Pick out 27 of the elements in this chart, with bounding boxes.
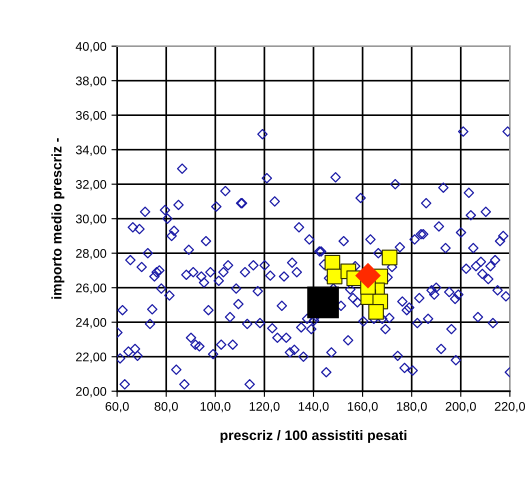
y-tick-label: 34,00: [76, 145, 106, 156]
x-tick-label: 60,0: [106, 402, 129, 412]
x-tick-label: 200,0: [446, 402, 476, 412]
y-tick-label: 30,00: [76, 214, 106, 225]
x-tick-label: 180,0: [396, 402, 427, 412]
x-tick-label: 100,0: [200, 402, 230, 412]
point: [368, 304, 384, 320]
x-tick-label: 120,0: [250, 402, 280, 412]
point: [355, 262, 381, 288]
x-tick-label: 80,0: [154, 402, 178, 412]
point: [326, 268, 342, 284]
y-tick-label: 40,00: [76, 42, 106, 52]
x-tick-label: 140,0: [298, 402, 329, 412]
x-axis-title: prescriz / 100 assistiti pesati: [220, 430, 406, 443]
y-tick-label: 36,00: [76, 110, 106, 122]
y-tick-label: 38,00: [76, 76, 106, 87]
y-tick-label: 28,00: [76, 249, 106, 260]
y-tick-label: 32,00: [76, 180, 106, 190]
x-tick-label: 220,0: [494, 402, 526, 412]
y-axis-title: importo medio prescriz -: [51, 138, 64, 299]
y-tick-label: 24,00: [76, 318, 106, 328]
y-tick-label: 26,00: [76, 284, 106, 294]
x-tick-label: 160,0: [348, 402, 378, 412]
point: [307, 286, 339, 318]
y-tick-label: 20,00: [76, 387, 106, 398]
point: [382, 250, 398, 266]
y-tick-label: 22,00: [76, 352, 106, 363]
